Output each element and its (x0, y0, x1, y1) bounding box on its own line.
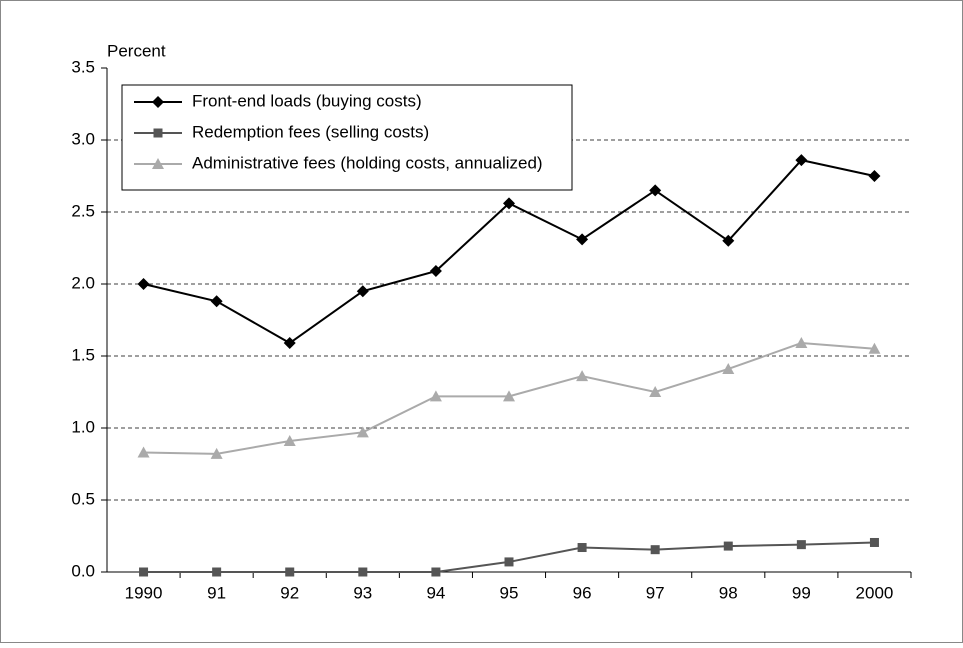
x-tick-label: 93 (353, 583, 372, 602)
legend-box (121, 84, 573, 191)
data-point (649, 386, 662, 397)
legend-marker (152, 96, 164, 108)
data-point (795, 154, 808, 167)
data-point (139, 567, 149, 577)
y-tick-label: 1.5 (71, 345, 95, 364)
y-tick-label: 3.0 (71, 129, 95, 148)
data-point (503, 197, 515, 210)
x-tick-label: 92 (280, 583, 299, 602)
data-point (283, 434, 296, 446)
x-tick-label: 91 (207, 583, 226, 602)
x-tick-label: 95 (500, 583, 519, 602)
data-point (869, 537, 879, 547)
data-point (429, 265, 442, 278)
legend-label: Redemption fees (selling costs) (192, 122, 429, 141)
data-point (576, 233, 589, 246)
data-point (356, 285, 369, 298)
x-tick-label: 2000 (856, 583, 894, 602)
data-point (137, 446, 150, 458)
y-tick-label: 0.5 (71, 489, 95, 508)
y-axis-label: Percent (107, 41, 166, 60)
y-tick-label: 1.0 (71, 417, 95, 436)
data-point (504, 557, 514, 567)
data-point (868, 170, 881, 182)
data-point (285, 567, 295, 577)
x-tick-label: 94 (426, 583, 445, 602)
y-tick-label: 2.5 (71, 201, 95, 220)
data-point (796, 540, 806, 550)
data-point (137, 278, 150, 290)
data-point (650, 545, 660, 555)
data-point (795, 337, 808, 349)
data-point (723, 541, 733, 551)
data-point (283, 337, 296, 350)
data-point (212, 567, 222, 577)
data-point (576, 370, 589, 382)
y-tick-label: 0.0 (71, 561, 95, 580)
y-tick-label: 3.5 (71, 57, 95, 76)
x-tick-label: 98 (719, 583, 738, 602)
x-tick-label: 99 (792, 583, 811, 602)
legend-label: Front-end loads (buying costs) (192, 91, 422, 110)
legend-marker (153, 128, 163, 138)
data-point (358, 567, 368, 577)
data-point (210, 447, 223, 459)
y-tick-label: 2.0 (71, 273, 95, 292)
legend-label: Administrative fees (holding costs, annu… (192, 153, 543, 172)
data-point (503, 390, 515, 402)
data-point (577, 543, 587, 553)
data-point (722, 234, 735, 247)
data-point (649, 184, 662, 197)
data-point (431, 567, 441, 577)
data-point (429, 390, 442, 402)
data-point (356, 426, 369, 438)
x-tick-label: 96 (573, 583, 592, 602)
data-point (868, 342, 881, 354)
data-point (722, 362, 735, 374)
x-tick-label: 97 (646, 583, 665, 602)
data-point (210, 295, 223, 308)
legend-marker (152, 158, 164, 169)
x-tick-label: 1990 (125, 583, 163, 602)
